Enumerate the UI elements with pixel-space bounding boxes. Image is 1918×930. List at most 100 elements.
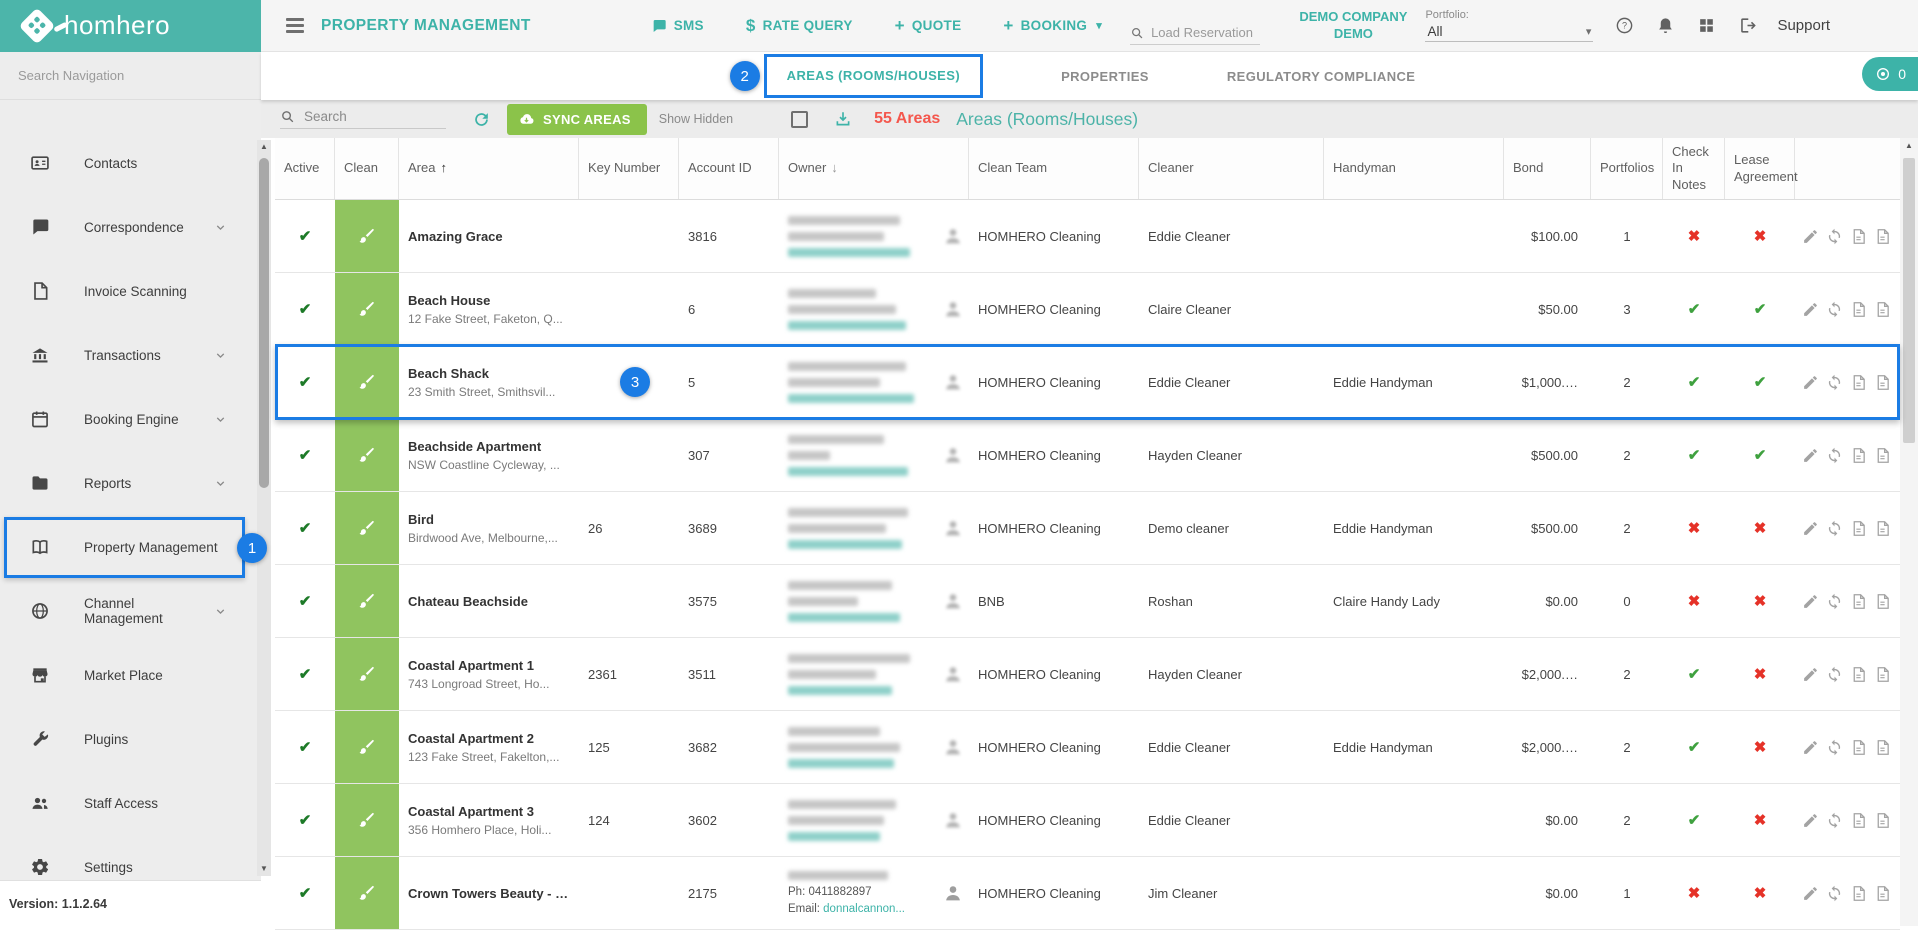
- pdf-icon[interactable]: [1874, 885, 1891, 902]
- column-header-account-id[interactable]: Account ID: [679, 138, 779, 199]
- cell-clean[interactable]: [335, 711, 399, 783]
- cell-clean[interactable]: [335, 419, 399, 491]
- sync-icon[interactable]: [1826, 812, 1843, 829]
- sidebar-scrollbar-thumb[interactable]: [259, 158, 269, 488]
- apps-grid-icon[interactable]: [1697, 16, 1716, 35]
- pdf-icon[interactable]: [1850, 520, 1867, 537]
- sidebar-item-channel-management[interactable]: Channel Management: [0, 579, 261, 643]
- scroll-up-icon[interactable]: ▲: [257, 140, 271, 154]
- pencil-icon[interactable]: [1802, 447, 1819, 464]
- pdf-icon[interactable]: [1850, 812, 1867, 829]
- pdf-icon[interactable]: [1874, 228, 1891, 245]
- pencil-icon[interactable]: [1802, 666, 1819, 683]
- pencil-icon[interactable]: [1802, 593, 1819, 610]
- logout-icon[interactable]: [1738, 16, 1757, 35]
- column-header-key-number[interactable]: Key Number: [579, 138, 679, 199]
- scroll-down-icon[interactable]: ▼: [257, 862, 271, 876]
- sidebar-item-market-place[interactable]: Market Place: [0, 643, 261, 707]
- cell-clean[interactable]: [335, 200, 399, 272]
- sync-icon[interactable]: [1826, 666, 1843, 683]
- pdf-icon[interactable]: [1874, 447, 1891, 464]
- scroll-up-icon[interactable]: ▲: [1900, 138, 1918, 154]
- pencil-icon[interactable]: [1802, 739, 1819, 756]
- column-header-bond[interactable]: Bond: [1504, 138, 1591, 199]
- column-header-handyman[interactable]: Handyman: [1324, 138, 1504, 199]
- pdf-icon[interactable]: [1874, 593, 1891, 610]
- pdf-icon[interactable]: [1874, 301, 1891, 318]
- sync-icon[interactable]: [1826, 593, 1843, 610]
- cell-clean[interactable]: [335, 784, 399, 856]
- topnav-quote[interactable]: +QUOTE: [895, 16, 962, 36]
- sidebar-item-property-management[interactable]: Property Management: [0, 515, 261, 579]
- sidebar-item-staff-access[interactable]: Staff Access: [0, 771, 261, 835]
- sidebar-search-input[interactable]: Search Navigation: [0, 52, 261, 100]
- table-scrollbar[interactable]: ▲: [1900, 138, 1918, 926]
- column-header-lease-agreement[interactable]: Lease Agreement: [1725, 138, 1795, 199]
- sidebar-item-transactions[interactable]: Transactions: [0, 323, 261, 387]
- sync-icon[interactable]: [1826, 739, 1843, 756]
- refresh-icon[interactable]: [472, 110, 491, 129]
- sync-icon[interactable]: [1826, 301, 1843, 318]
- pdf-icon[interactable]: [1874, 666, 1891, 683]
- sidebar-item-booking-engine[interactable]: Booking Engine: [0, 387, 261, 451]
- cell-clean[interactable]: [335, 857, 399, 929]
- column-header-clean-team[interactable]: Clean Team: [969, 138, 1139, 199]
- column-header-owner[interactable]: Owner↓: [779, 138, 969, 199]
- queue-badge[interactable]: 0: [1862, 57, 1918, 91]
- table-scrollbar-thumb[interactable]: [1903, 158, 1915, 443]
- sync-icon[interactable]: [1826, 520, 1843, 537]
- portfolio-select[interactable]: Portfolio: All ▾: [1425, 9, 1593, 42]
- pdf-icon[interactable]: [1874, 374, 1891, 391]
- pdf-icon[interactable]: [1850, 666, 1867, 683]
- brand-logo[interactable]: homhero: [0, 0, 261, 52]
- menu-hamburger-icon[interactable]: [286, 18, 304, 33]
- pencil-icon[interactable]: [1802, 885, 1819, 902]
- sync-icon[interactable]: [1826, 374, 1843, 391]
- pencil-icon[interactable]: [1802, 520, 1819, 537]
- pdf-icon[interactable]: [1850, 885, 1867, 902]
- support-link[interactable]: Support: [1777, 17, 1830, 34]
- pencil-icon[interactable]: [1802, 228, 1819, 245]
- sidebar-item-reports[interactable]: Reports: [0, 451, 261, 515]
- pdf-icon[interactable]: [1850, 301, 1867, 318]
- load-reservation-input[interactable]: Load Reservation: [1130, 25, 1260, 45]
- sidebar-scrollbar[interactable]: ▲ ▼: [257, 140, 271, 876]
- tab-areas-rooms-houses[interactable]: AREAS (ROOMS/HOUSES): [787, 68, 960, 83]
- cell-clean[interactable]: [335, 346, 399, 418]
- sync-icon[interactable]: [1826, 447, 1843, 464]
- column-header-cleaner[interactable]: Cleaner: [1139, 138, 1324, 199]
- pdf-icon[interactable]: [1850, 593, 1867, 610]
- sync-icon[interactable]: [1826, 885, 1843, 902]
- pdf-icon[interactable]: [1874, 812, 1891, 829]
- pdf-icon[interactable]: [1850, 374, 1867, 391]
- pdf-icon[interactable]: [1874, 739, 1891, 756]
- pencil-icon[interactable]: [1802, 374, 1819, 391]
- sidebar-item-invoice-scanning[interactable]: Invoice Scanning: [0, 259, 261, 323]
- sidebar-item-contacts[interactable]: Contacts: [0, 131, 261, 195]
- help-icon[interactable]: ?: [1615, 16, 1634, 35]
- owner-email-link[interactable]: donnalcannon...: [823, 903, 905, 915]
- pdf-icon[interactable]: [1850, 228, 1867, 245]
- cell-clean[interactable]: [335, 273, 399, 345]
- pdf-icon[interactable]: [1874, 520, 1891, 537]
- column-header-check-in-notes[interactable]: Check In Notes: [1663, 138, 1725, 199]
- pencil-icon[interactable]: [1802, 812, 1819, 829]
- cell-clean[interactable]: [335, 492, 399, 564]
- cell-clean[interactable]: [335, 565, 399, 637]
- pencil-icon[interactable]: [1802, 301, 1819, 318]
- download-icon[interactable]: [834, 110, 852, 128]
- tab-properties[interactable]: PROPERTIES: [1061, 69, 1149, 84]
- topnav-sms[interactable]: SMS: [651, 18, 704, 34]
- pdf-icon[interactable]: [1850, 447, 1867, 464]
- topnav-booking[interactable]: +BOOKING▾: [1003, 16, 1102, 36]
- tab-regulatory-compliance[interactable]: REGULATORY COMPLIANCE: [1227, 69, 1415, 84]
- sidebar-item-correspondence[interactable]: Correspondence: [0, 195, 261, 259]
- sync-areas-button[interactable]: SYNC AREAS: [507, 104, 647, 135]
